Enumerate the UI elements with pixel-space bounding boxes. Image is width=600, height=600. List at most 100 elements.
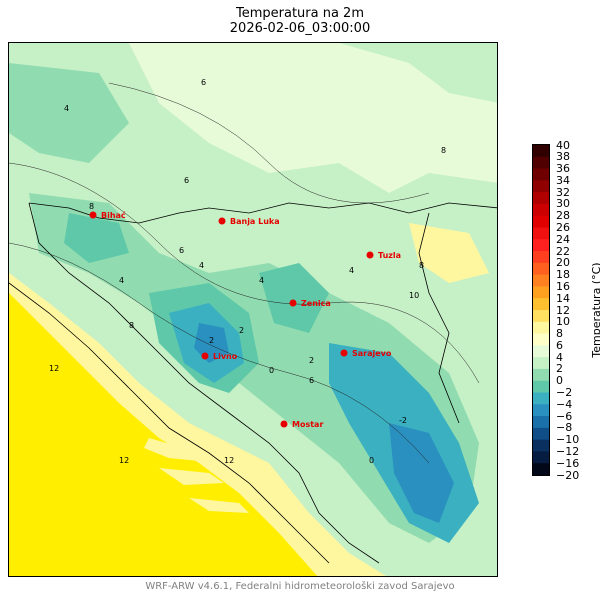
city-label: Mostar [292,420,323,429]
island-3 [189,498,249,513]
colorbar-tick-label: 2 [556,362,563,376]
colorbar-tick-label: 32 [556,185,570,199]
contour-label: 10 [409,291,419,300]
colorbar-gradient [533,145,549,475]
colorbar-band [533,274,549,287]
colorbar-band [533,168,549,181]
colorbar-tick-label: 8 [556,327,563,341]
contour-label: 6 [309,376,314,385]
region-lowland-north [129,43,497,193]
contour-label: 2 [309,356,314,365]
colorbar-band [533,298,549,311]
colorbar-tick-label: −2 [556,386,573,399]
colorbar-band [533,262,549,276]
region-coldest-livno [194,323,229,363]
city-label: Banja Luka [230,217,280,226]
contour-label: 6 [184,176,189,185]
contour-label: 6 [179,246,184,255]
colorbar-band [533,416,549,429]
city-marker[interactable] [218,217,226,225]
colorbar-tick-label: 34 [556,173,570,187]
colorbar-band [533,180,549,193]
colorbar-tick-label: 10 [556,315,570,329]
colorbar-band [533,380,549,393]
city-label: Zenica [301,299,331,308]
city-layer: Bihać Banja Luka Tuzla Zenica Livno Sarajevo M… [89,210,401,429]
island-2 [159,468,224,485]
contour-label: 8 [89,202,94,211]
border-southwest [28,202,380,564]
colorbar-band [533,404,549,417]
city-label: Sarajevo [352,349,392,358]
colorbar-tick-label: 30 [556,197,570,211]
contour-label: 0 [369,456,374,465]
colorbar-tick-label: −8 [556,421,573,435]
contour-line-2 [9,242,430,464]
city-label: Bihać [101,210,126,220]
colorbar-band [533,439,549,452]
region-warm-east [409,223,489,283]
map-title: Temperatura na 2m [235,6,364,21]
contour-label: 4 [64,104,69,113]
contour-label: 8 [419,261,424,270]
contour-label: 4 [119,276,124,285]
colorbar-band [533,368,549,382]
colorbar-band [533,145,549,158]
colorbar-band [533,310,549,323]
colorbar-tick-label: 0 [556,374,563,388]
contour-labels: 4 6 8 8 6 4 2 0 2 4 6 8 12 12 12 10 8 4 2 0 -2 6 4 [49,78,446,465]
colorbar-band [533,392,549,405]
city-marker[interactable] [201,352,209,360]
contour-label: 6 [201,78,206,87]
temperature-map[interactable]: 4 6 8 8 6 4 2 0 2 4 6 8 12 12 12 10 8 4 2 0 -2 6 4 Bihać Banja … [8,42,498,577]
contour-label: 4 [349,266,354,275]
colorbar-tick-label: −20 [556,468,580,482]
colorbar-tick-label: 16 [556,279,570,293]
colorbar-tick-label: −12 [556,444,580,458]
contour-label: 0 [269,366,274,375]
coastline [9,282,330,564]
colorbar-tick-label: 6 [556,338,563,352]
colorbar-band [533,427,549,441]
colorbar-band [533,192,549,205]
colorbar-tick-label: −16 [556,456,580,470]
colorbar-tick-label: 36 [556,162,570,176]
map-subtitle: 2026-02-06_03:00:00 [229,21,371,36]
city-marker[interactable] [340,349,348,357]
contour-label: 8 [441,146,446,155]
border-east [418,212,460,424]
city-marker[interactable] [280,420,288,428]
contour-label: -2 [399,416,407,425]
colorbar-tick-label: 18 [556,268,570,282]
colorbar-band [533,156,549,170]
city-marker[interactable] [89,211,97,219]
border-north [28,202,497,224]
city-label: Tuzla [378,251,401,260]
contour-label: 12 [224,456,234,465]
region-teal-nw [9,63,129,163]
colorbar-band [533,463,549,475]
colorbar-tick-label: −6 [556,409,573,423]
contour-label: 4 [199,261,204,270]
colorbar-tick-label: 26 [556,221,570,234]
contour-label: 2 [209,336,214,345]
colorbar-band [533,345,549,358]
island-1 [144,438,199,461]
region-coldest-southeast [389,423,454,523]
city-marker[interactable] [366,251,374,259]
colorbar-band [533,451,549,464]
region-north-east [339,43,497,103]
colorbar-tick-label: 28 [556,209,570,223]
colorbar-label: Temperatura (°C) [590,262,600,358]
colorbar-tick-label: −10 [556,433,580,447]
colorbar-band [533,357,549,370]
city-marker[interactable] [289,299,297,307]
colorbar-band [533,215,549,228]
colorbar-tick-label: 20 [556,256,570,270]
contour-label: 8 [129,321,134,330]
colorbar-tick-label: 38 [556,150,570,164]
colorbar-tick-label: 22 [556,244,570,258]
colorbar-tick-label: 40 [556,138,570,152]
region-cool-bihac [64,213,129,263]
contour-line-1 [9,162,480,384]
